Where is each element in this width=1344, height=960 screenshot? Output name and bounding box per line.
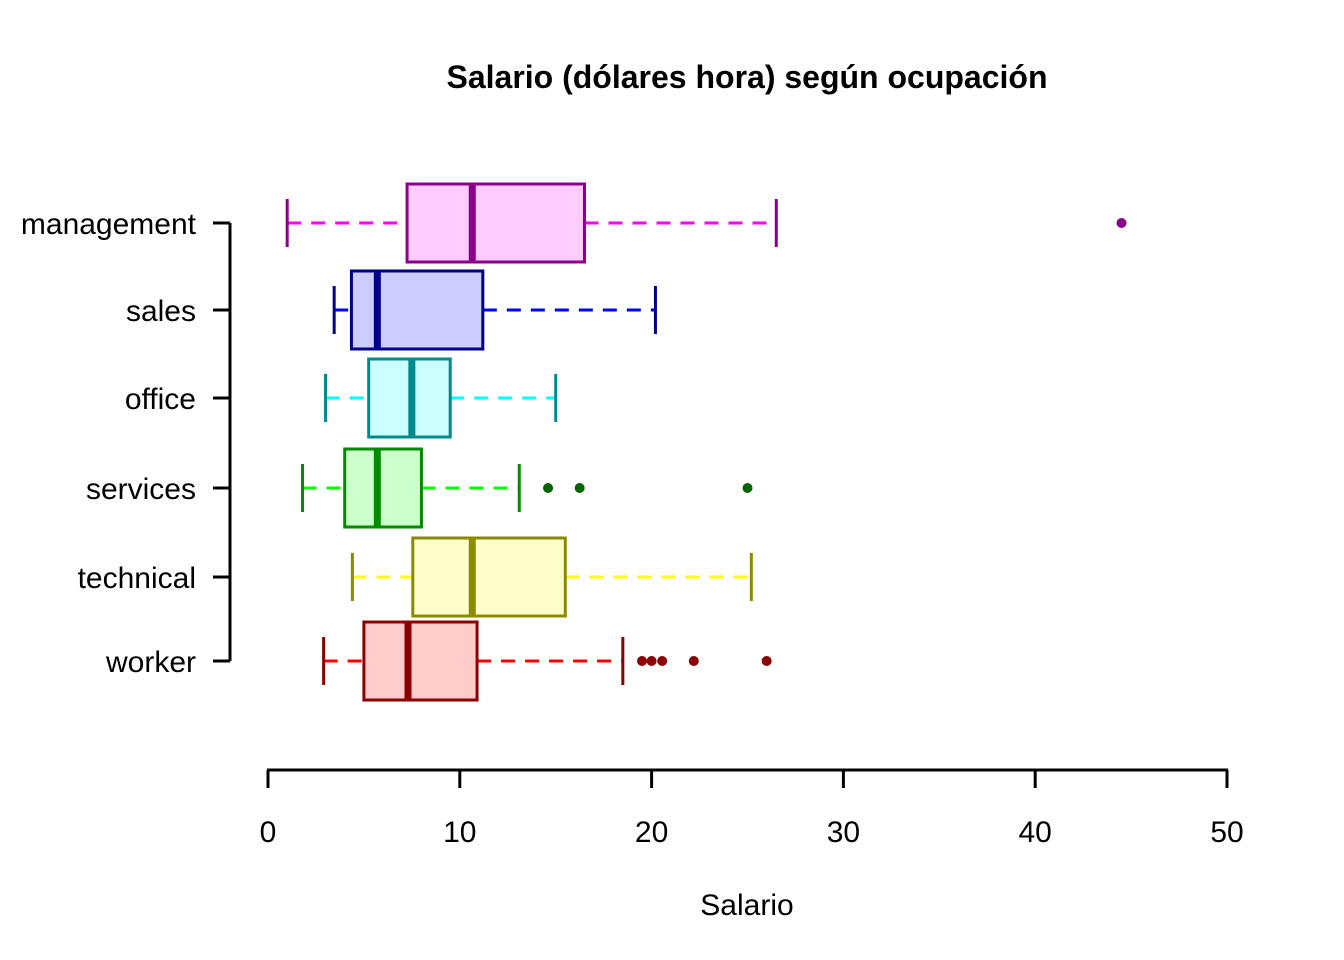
x-tick-label: 50 — [1210, 816, 1243, 849]
box-services — [343, 447, 423, 529]
outlier-management — [1116, 218, 1127, 228]
outlier-services — [742, 483, 753, 493]
x-tick-label: 10 — [443, 816, 476, 849]
x-tick-label: 20 — [635, 816, 668, 849]
box-technical — [411, 536, 567, 618]
outlier-worker — [761, 656, 772, 666]
x-tick-label: 0 — [260, 816, 277, 849]
category-label-management: management — [21, 208, 197, 241]
category-label-services: services — [86, 473, 196, 506]
x-tick-label: 30 — [827, 816, 860, 849]
box-management — [405, 182, 586, 264]
outlier-worker — [637, 656, 648, 666]
box-worker — [362, 620, 479, 702]
box-sales — [349, 269, 485, 351]
category-label-sales: sales — [126, 295, 196, 328]
category-label-office: office — [125, 383, 196, 416]
category-label-technical: technical — [78, 562, 196, 595]
chart-title: Salario (dólares hora) según ocupación — [446, 59, 1047, 95]
x-axis-label: Salario — [700, 889, 793, 922]
outlier-worker — [657, 656, 668, 666]
category-label-worker: worker — [105, 646, 196, 679]
plot-area: 0 10 20 30 40 50 management sales office services… — [21, 182, 1244, 849]
outlier-worker — [646, 656, 657, 666]
outlier-services — [543, 483, 554, 493]
outlier-services — [574, 483, 585, 493]
x-tick-label: 40 — [1019, 816, 1052, 849]
outlier-worker — [688, 656, 699, 666]
